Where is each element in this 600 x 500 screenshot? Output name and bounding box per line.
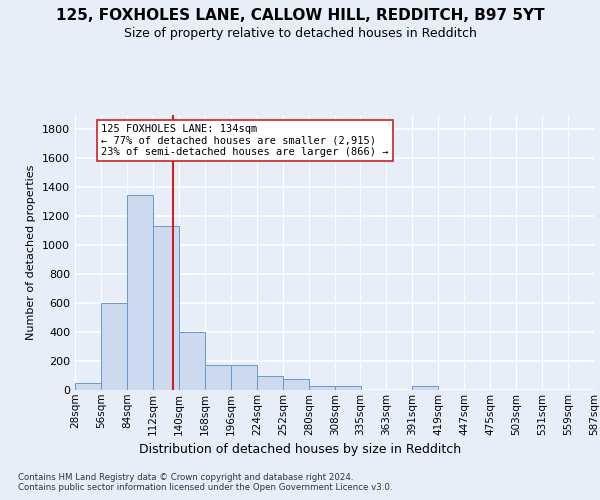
Bar <box>153 226 179 390</box>
Y-axis label: Number of detached properties: Number of detached properties <box>26 165 37 340</box>
Bar <box>309 386 335 390</box>
Text: Size of property relative to detached houses in Redditch: Size of property relative to detached ho… <box>124 28 476 40</box>
Text: Contains HM Land Registry data © Crown copyright and database right 2024.
Contai: Contains HM Land Registry data © Crown c… <box>18 472 392 492</box>
Bar <box>205 366 231 390</box>
Bar <box>75 383 101 390</box>
Text: 125, FOXHOLES LANE, CALLOW HILL, REDDITCH, B97 5YT: 125, FOXHOLES LANE, CALLOW HILL, REDDITC… <box>56 8 544 22</box>
Bar <box>101 303 127 390</box>
Bar <box>127 194 153 390</box>
Text: Distribution of detached houses by size in Redditch: Distribution of detached houses by size … <box>139 442 461 456</box>
Bar <box>179 332 205 390</box>
Bar <box>412 386 438 390</box>
Bar <box>231 366 257 390</box>
Bar <box>257 376 283 390</box>
Text: 125 FOXHOLES LANE: 134sqm
← 77% of detached houses are smaller (2,915)
23% of se: 125 FOXHOLES LANE: 134sqm ← 77% of detac… <box>101 124 388 157</box>
Bar <box>335 386 361 390</box>
Bar <box>283 379 309 390</box>
